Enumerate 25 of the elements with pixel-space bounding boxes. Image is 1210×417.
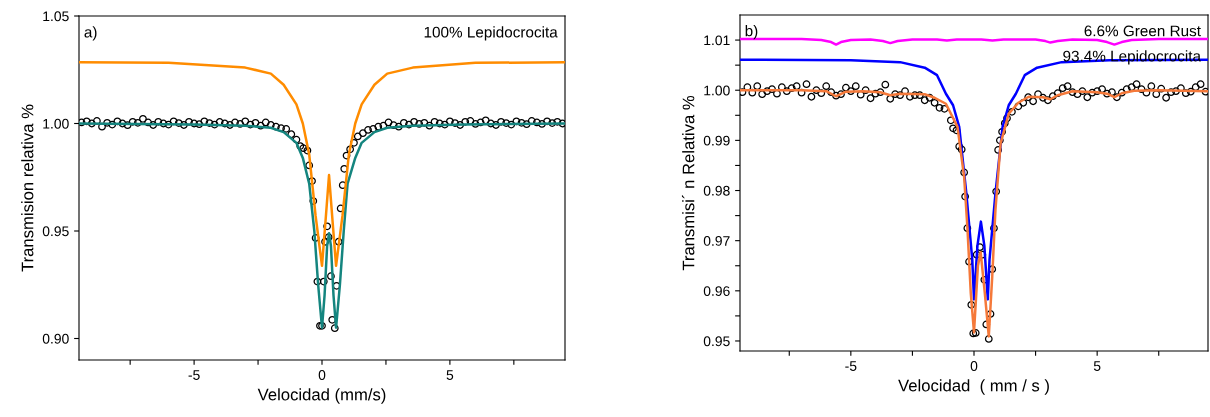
annotation: 100% Lepidocrocita [424, 26, 558, 41]
y-axis-title: Transmision relativa % [21, 104, 34, 272]
y-tick-label: 0.98 [703, 185, 730, 196]
y-tick-label: 0.97 [703, 236, 730, 246]
y-axis-title: Transmisi´ n Relativa % [681, 95, 695, 271]
y-tick-label: 1.01 [704, 35, 730, 46]
x-tick-label: 5 [1093, 361, 1101, 371]
y-tick-label: 0.99 [703, 135, 730, 146]
annotation: b) [745, 25, 758, 40]
annotation: 6.6% Green Rust [1084, 25, 1201, 37]
y-tick-label: 0.90 [42, 333, 69, 344]
y-tick-label: 1.00 [704, 85, 730, 96]
x-axis-title: Velocidad (mm/s) [257, 388, 386, 404]
x-tick-label: 5 [446, 370, 454, 380]
y-tick-label: 0.95 [703, 336, 730, 347]
y-tick-label: 0.96 [703, 286, 730, 296]
x-tick-label: 0 [318, 370, 326, 380]
x-tick-label: -5 [188, 370, 200, 380]
y-tick-label: 1.00 [43, 118, 69, 129]
annotation: a) [84, 26, 97, 41]
x-tick-label: 0 [970, 361, 978, 371]
x-tick-label: -5 [845, 361, 857, 371]
y-tick-label: 0.95 [42, 226, 69, 237]
x-axis-title: Velocidad ( mm / s ) [898, 379, 1049, 395]
y-tick-label: 1.05 [43, 11, 69, 22]
